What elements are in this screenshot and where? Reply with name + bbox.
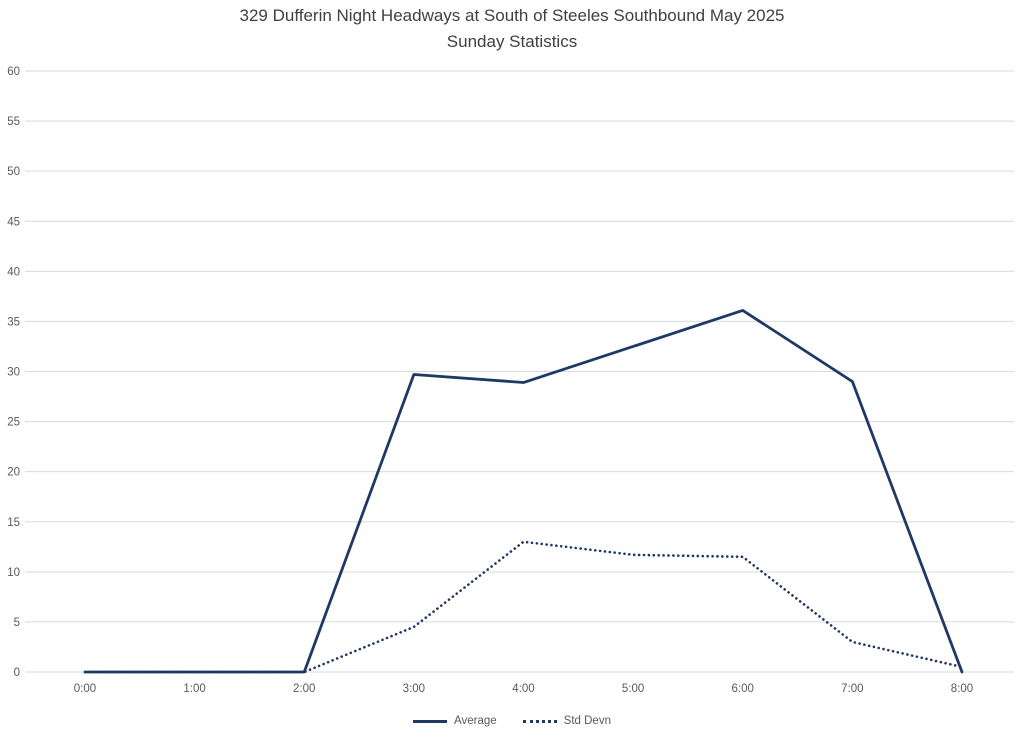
legend-item-std-devn: Std Devn	[522, 715, 611, 727]
x-axis-tick-label: 3:00	[403, 683, 425, 695]
x-axis-tick-label: 2:00	[293, 683, 315, 695]
x-axis-tick-label: 1:00	[183, 683, 205, 695]
x-axis-tick-label: 8:00	[951, 683, 973, 695]
y-axis-tick-label: 5	[14, 617, 20, 629]
y-axis-tick-label: 35	[7, 316, 20, 328]
y-axis-tick-label: 25	[7, 417, 20, 429]
chart-legend: Average Std Devn	[0, 715, 1024, 727]
x-axis-tick-label: 0:00	[74, 683, 96, 695]
std-devn-line-sample-icon	[522, 719, 557, 723]
legend-item-average: Average	[413, 715, 497, 727]
series-line-std-devn	[83, 540, 964, 674]
y-axis-tick-label: 10	[7, 567, 20, 579]
chart-title-line1: 329 Dufferin Night Headways at South of …	[239, 6, 785, 25]
x-axis-tick-label: 4:00	[512, 683, 534, 695]
x-axis-tick-label: 7:00	[841, 683, 863, 695]
y-axis-tick-label: 30	[7, 367, 20, 379]
y-axis-tick-label: 0	[14, 667, 20, 679]
y-axis-tick-label: 50	[7, 166, 20, 178]
y-axis-tick-label: 45	[7, 216, 20, 228]
legend-label-std-devn: Std Devn	[563, 715, 611, 727]
series-line-average	[83, 308, 964, 674]
average-line-sample-icon	[413, 719, 448, 723]
y-axis-tick-label: 15	[7, 517, 20, 529]
chart-title-line2: Sunday Statistics	[446, 32, 578, 51]
y-axis-tick-label: 55	[7, 116, 20, 128]
x-axis-tick-label: 5:00	[622, 683, 644, 695]
y-axis-tick-label: 20	[7, 467, 20, 479]
legend-label-average: Average	[454, 715, 497, 727]
chart-title: 329 Dufferin Night Headways at South of …	[0, 3, 1024, 55]
x-axis-tick-label: 6:00	[732, 683, 754, 695]
y-axis-tick-label: 60	[7, 66, 20, 78]
y-axis-tick-label: 40	[7, 266, 20, 278]
